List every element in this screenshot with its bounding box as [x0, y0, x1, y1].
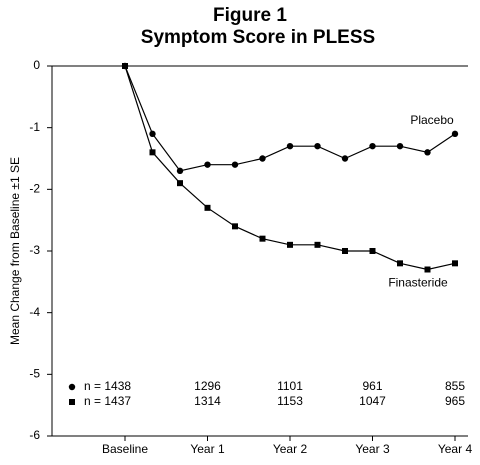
series-label: Placebo — [410, 113, 454, 127]
x-tick-label: Year 4 — [438, 442, 473, 456]
n-label: n = 1438 — [84, 379, 131, 393]
n-value: 1314 — [194, 394, 221, 408]
chart-subtitle: Symptom Score in PLESS — [141, 27, 375, 48]
data-point — [314, 241, 321, 248]
data-point — [342, 248, 348, 254]
data-point — [452, 260, 458, 267]
y-tick-label: -3 — [29, 243, 40, 257]
series-line — [124, 65, 456, 172]
y-tick-label: 0 — [33, 58, 40, 72]
n-value: 1101 — [277, 379, 303, 393]
data-point — [259, 235, 266, 242]
data-point — [122, 63, 128, 69]
data-point — [451, 130, 459, 138]
series-line — [124, 65, 456, 271]
x-tick-label: Year 3 — [355, 442, 390, 456]
data-point — [369, 248, 376, 254]
n-value: 965 — [445, 394, 465, 408]
data-point — [341, 155, 349, 162]
data-point — [286, 142, 294, 150]
data-point — [232, 223, 238, 230]
data-point — [287, 241, 293, 248]
data-point — [231, 161, 239, 168]
n-value: 855 — [445, 379, 465, 393]
data-point — [369, 142, 376, 150]
y-axis-label: Mean Change from Baseline ±1 SE — [8, 157, 22, 345]
y-tick-label: -1 — [29, 120, 40, 134]
data-point — [149, 149, 156, 156]
data-point — [314, 142, 321, 150]
n-value: 1296 — [194, 379, 221, 393]
data-point — [149, 130, 156, 138]
data-point — [424, 266, 431, 273]
x-tick-label: Baseline — [102, 442, 148, 456]
data-point — [69, 399, 75, 405]
y-tick-label: -5 — [29, 367, 40, 381]
data-point — [204, 161, 211, 168]
data-point — [259, 155, 266, 162]
data-point — [396, 142, 404, 150]
n-value: 961 — [362, 379, 382, 393]
data-point — [176, 167, 184, 175]
n-value: 1153 — [277, 394, 303, 408]
data-point — [204, 204, 211, 211]
y-tick-label: -4 — [29, 305, 40, 319]
data-point — [177, 180, 183, 187]
x-tick-label: Year 2 — [273, 442, 308, 456]
data-point — [68, 383, 76, 391]
y-tick-label: -2 — [29, 182, 40, 196]
data-point — [397, 260, 403, 267]
chart-title: Figure 1 — [213, 5, 287, 26]
n-value: 1047 — [359, 394, 386, 408]
y-tick-label: -6 — [29, 428, 40, 442]
series-label: Finasteride — [388, 276, 448, 290]
data-point — [424, 149, 431, 156]
n-label: n = 1437 — [84, 394, 131, 408]
x-tick-label: Year 1 — [190, 442, 225, 456]
